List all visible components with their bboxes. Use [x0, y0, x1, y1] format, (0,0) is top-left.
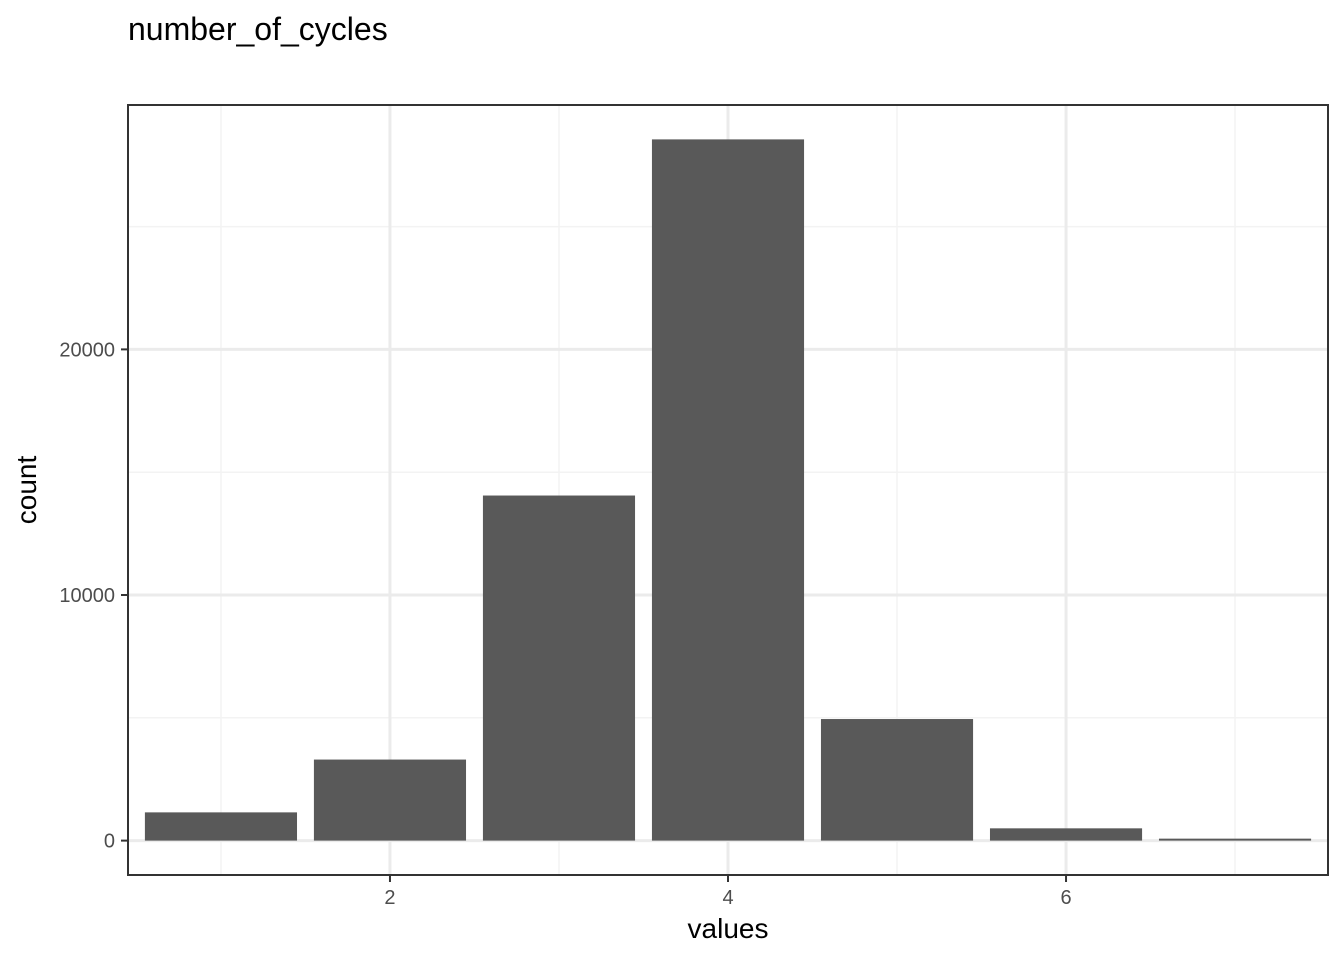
bar-4 [651, 139, 805, 841]
chart-title: number_of_cycles [128, 11, 388, 47]
y-axis-title: count [11, 456, 42, 525]
x-tick-label: 4 [722, 887, 733, 909]
bars [144, 139, 1312, 841]
bar-5 [820, 719, 974, 841]
x-axis-title: values [688, 913, 769, 944]
y-axis: 0 10000 20000 [59, 339, 128, 853]
x-axis: 2 4 6 [384, 875, 1072, 909]
bar-7 [1158, 838, 1312, 841]
bar-1 [144, 812, 298, 841]
bar-6 [989, 828, 1143, 841]
y-tick-label: 20000 [59, 339, 115, 361]
x-tick-label: 6 [1060, 887, 1071, 909]
y-tick-label: 0 [104, 831, 115, 853]
x-tick-label: 2 [384, 887, 395, 909]
bar-3 [482, 495, 636, 841]
bar-2 [313, 759, 467, 841]
y-tick-label: 10000 [59, 585, 115, 607]
